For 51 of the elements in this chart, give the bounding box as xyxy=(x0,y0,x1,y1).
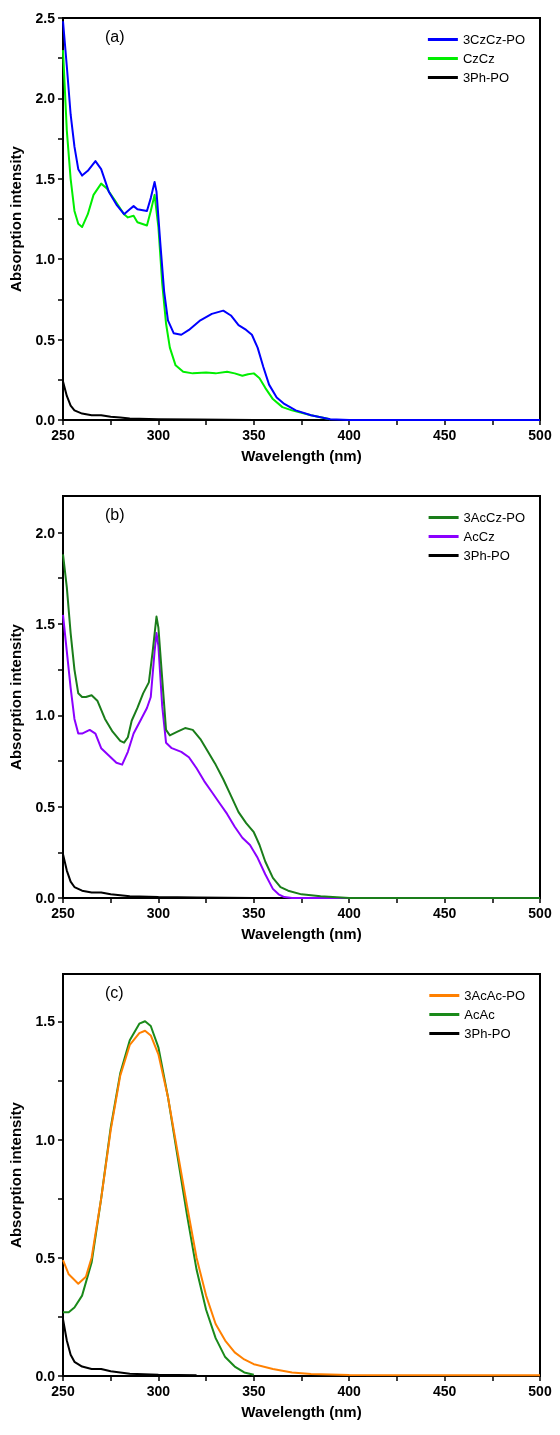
annotation: (b) xyxy=(105,505,125,523)
legend-label: 3Ph-PO xyxy=(462,70,510,85)
x-axis-title: Wavelength (nm) xyxy=(241,447,362,464)
x-tick-label: 300 xyxy=(146,427,171,443)
y-tick-label: 2.5 xyxy=(35,10,56,26)
y-axis-title: Absorption intensity xyxy=(7,1101,24,1248)
legend-label: 3Ph-PO xyxy=(464,1026,511,1041)
x-tick-label: 250 xyxy=(51,905,75,921)
y-tick-label: 1.0 xyxy=(35,1131,56,1148)
x-axis-title: Wavelength (nm) xyxy=(241,925,362,942)
x-tick-label: 500 xyxy=(528,427,552,443)
annotation: (a) xyxy=(105,27,125,45)
x-tick-label: 400 xyxy=(337,905,362,921)
x-tick-label: 450 xyxy=(432,427,457,443)
y-tick-label: 0.5 xyxy=(35,331,56,348)
y-axis-title: Absorption intensity xyxy=(7,623,24,770)
x-tick-label: 500 xyxy=(528,1383,552,1399)
y-tick-label: 2.0 xyxy=(35,90,56,107)
x-tick-label: 400 xyxy=(337,1383,362,1399)
y-tick-label: 1.5 xyxy=(35,615,56,632)
y-tick-label: 2.0 xyxy=(35,524,56,541)
x-axis-title: Wavelength (nm) xyxy=(241,1403,362,1420)
legend-label: 3AcAc-PO xyxy=(464,988,525,1003)
legend-label: AcAc xyxy=(464,1007,496,1022)
legend-label: 3AcCz-PO xyxy=(463,510,526,525)
x-tick-label: 350 xyxy=(242,1383,266,1399)
x-tick-label: 350 xyxy=(242,905,266,921)
y-tick-label: 0.0 xyxy=(35,1368,56,1384)
x-tick-label: 450 xyxy=(432,1383,457,1399)
x-tick-label: 400 xyxy=(337,427,362,443)
y-tick-label: 0.0 xyxy=(35,890,56,906)
y-tick-label: 1.0 xyxy=(35,251,56,268)
y-tick-label: 1.5 xyxy=(35,170,56,187)
x-tick-label: 250 xyxy=(51,1383,75,1399)
x-tick-label: 350 xyxy=(242,427,266,443)
y-tick-label: 1.5 xyxy=(35,1013,56,1030)
x-tick-label: 300 xyxy=(146,905,171,921)
x-tick-label: 500 xyxy=(528,905,552,921)
annotation: (c) xyxy=(105,983,124,1001)
x-tick-label: 250 xyxy=(51,427,75,443)
y-axis-title: Absorption intensity xyxy=(7,145,24,292)
legend-label: AcCz xyxy=(463,529,495,544)
x-tick-label: 300 xyxy=(146,1383,171,1399)
legend-label: 3Ph-PO xyxy=(463,548,510,563)
y-tick-label: 0.0 xyxy=(35,412,56,428)
y-tick-label: 0.5 xyxy=(35,798,56,815)
legend-label: CzCz xyxy=(462,51,495,66)
y-tick-label: 1.0 xyxy=(35,707,56,724)
legend-label: 3CzCz-PO xyxy=(462,32,526,47)
x-tick-label: 450 xyxy=(432,905,457,921)
y-tick-label: 0.5 xyxy=(35,1249,56,1266)
